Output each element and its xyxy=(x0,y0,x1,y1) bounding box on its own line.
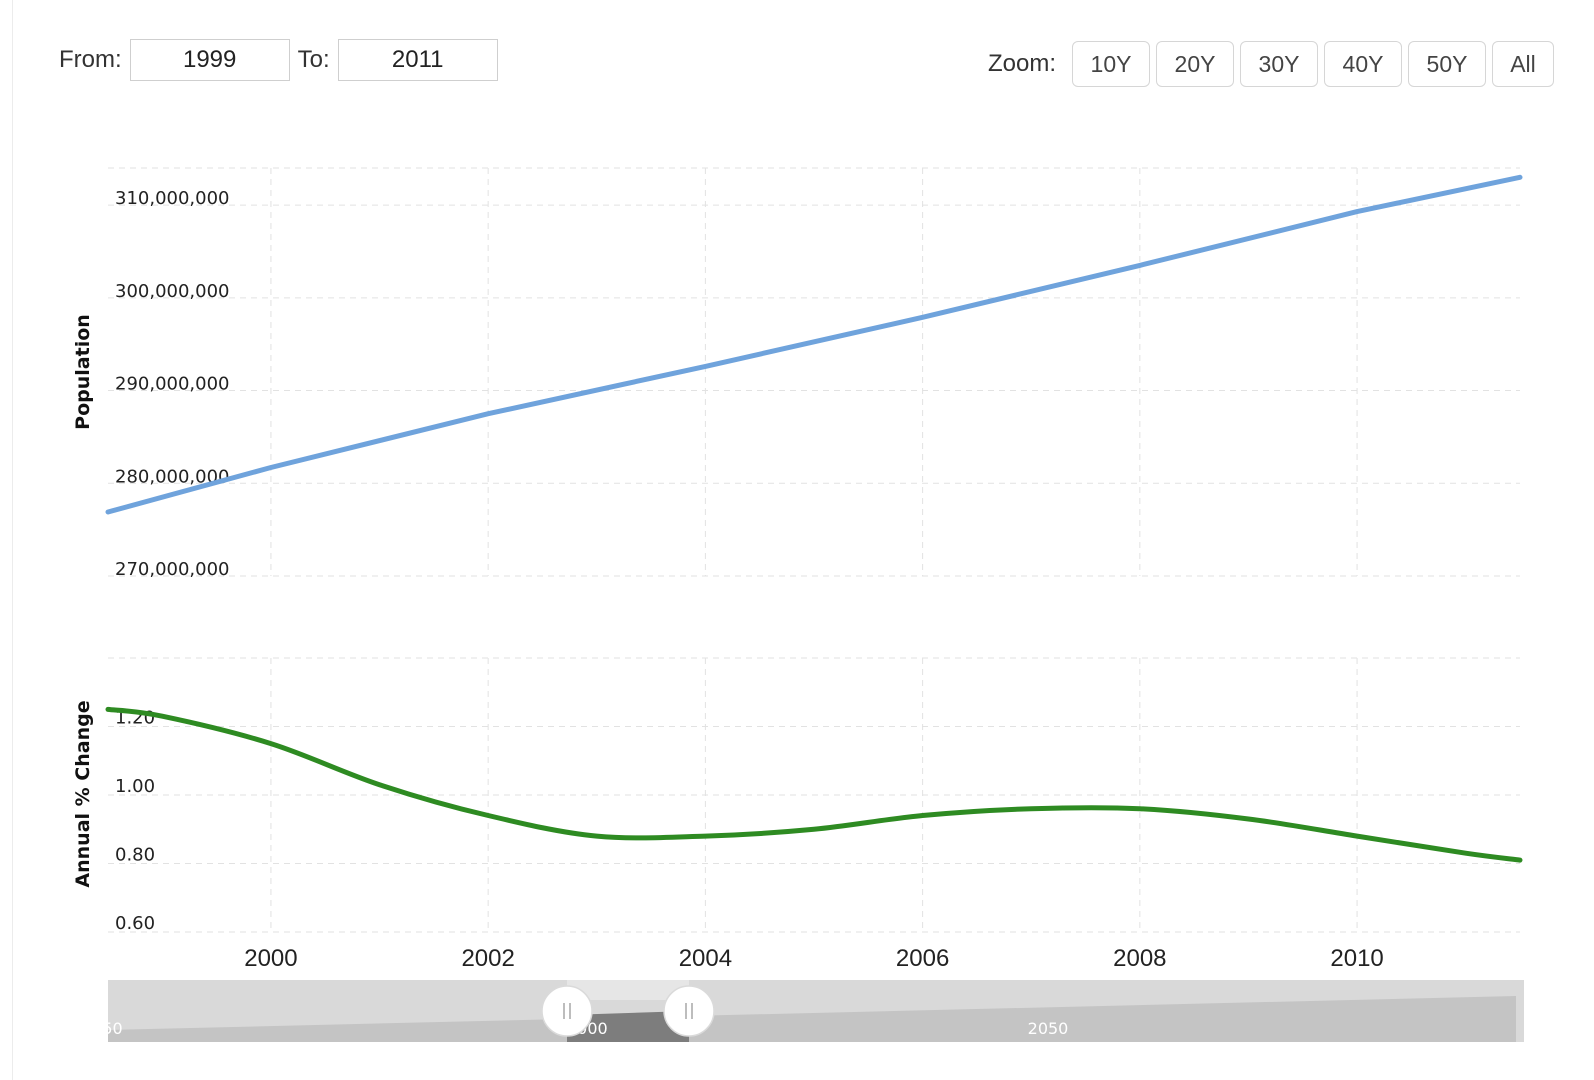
from-label: From: xyxy=(59,46,122,73)
x-tick-label: 2000 xyxy=(244,945,297,972)
population-axis-title: Population xyxy=(72,314,94,430)
population-y-tick-label: 280,000,000 xyxy=(115,466,230,487)
to-label: To: xyxy=(297,46,330,73)
zoom-30y-button[interactable]: 30Y xyxy=(1240,41,1318,87)
population-y-tick-label: 270,000,000 xyxy=(115,559,230,580)
page-left-rule xyxy=(12,0,13,1080)
x-tick-label: 2004 xyxy=(679,945,732,972)
population-y-tick-label: 290,000,000 xyxy=(115,374,230,395)
navigator-handle-right[interactable] xyxy=(663,985,715,1037)
navigator-selection-top xyxy=(567,980,689,1000)
to-input[interactable] xyxy=(337,39,498,81)
x-tick-label: 2008 xyxy=(1113,945,1166,972)
population-grid xyxy=(108,167,1520,577)
zoom-40y-button[interactable]: 40Y xyxy=(1324,41,1402,87)
x-axis: 2000 2002 2004 2006 2008 2010 xyxy=(244,945,1384,972)
zoom-10y-button[interactable]: 10Y xyxy=(1072,41,1150,87)
x-tick-label: 2010 xyxy=(1330,945,1383,972)
change-series-line xyxy=(105,706,1523,863)
change-y-tick-label: 0.60 xyxy=(115,913,155,934)
navigator-label-2050: 2050 xyxy=(1028,1019,1069,1038)
change-axis-title: Annual % Change xyxy=(72,700,94,887)
navigator-handle-left[interactable] xyxy=(541,985,593,1037)
zoom-20y-button[interactable]: 20Y xyxy=(1156,41,1234,87)
navigator-selected-range[interactable] xyxy=(567,1011,689,1042)
navigator[interactable]: 1950 2000 2050 xyxy=(82,980,1524,1042)
change-grid xyxy=(108,657,1520,933)
change-y-tick-label: 1.00 xyxy=(115,776,155,797)
date-range-selector: From: To: xyxy=(59,38,498,82)
population-y-tick-label: 310,000,000 xyxy=(115,188,230,209)
population-y-tick-label: 300,000,000 xyxy=(115,281,230,302)
zoom-label: Zoom: xyxy=(987,50,1056,77)
x-tick-label: 2002 xyxy=(461,945,514,972)
change-y-tick-label: 0.80 xyxy=(115,845,155,866)
navigator-label-1950: 1950 xyxy=(82,1019,123,1038)
population-y-axis: 270,000,000 280,000,000 290,000,000 300,000… xyxy=(115,188,230,580)
zoom-50y-button[interactable]: 50Y xyxy=(1408,41,1486,87)
x-tick-label: 2006 xyxy=(896,945,949,972)
zoom-selector: Zoom: 10Y 20Y 30Y 40Y 50Y All xyxy=(988,40,1554,88)
zoom-all-button[interactable]: All xyxy=(1492,41,1554,87)
change-y-axis: 0.600.801.001.20 xyxy=(115,708,155,935)
from-input[interactable] xyxy=(129,39,290,81)
navigator-series-area xyxy=(108,996,1516,1042)
population-series-line xyxy=(105,174,1523,515)
